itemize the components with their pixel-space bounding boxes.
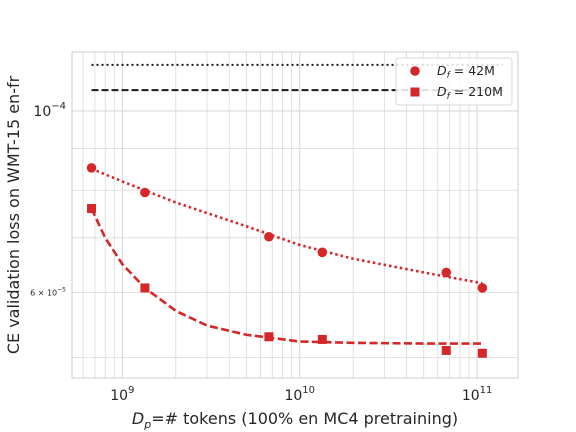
x-tick-label: 109 bbox=[110, 385, 134, 404]
plot-frame bbox=[71, 51, 519, 379]
data-point-210m bbox=[477, 348, 487, 358]
y-tick-label: 6 × 10−5 bbox=[30, 287, 66, 298]
y-tick-label: 10−4 bbox=[33, 101, 66, 120]
data-point-42m bbox=[86, 163, 97, 173]
data-point-210m bbox=[140, 283, 150, 293]
legend-label-42m: Df = 42M bbox=[437, 63, 495, 81]
data-point-42m bbox=[264, 231, 274, 242]
legend-box bbox=[395, 57, 513, 106]
data-point-210m bbox=[87, 204, 97, 214]
grid bbox=[72, 52, 518, 378]
x-tick-label: 1011 bbox=[462, 385, 493, 404]
data-point-210m bbox=[264, 332, 274, 342]
legend-label-210m: Df = 210M bbox=[437, 84, 503, 102]
y-tick-labels: 10−4 6 × 10−5 bbox=[30, 101, 66, 298]
legend-marker-square bbox=[410, 87, 420, 97]
x-tick-labels: 109 1010 1011 bbox=[110, 385, 492, 404]
fit-curve-210m bbox=[90, 207, 483, 345]
data-point-42m bbox=[477, 283, 488, 293]
data-point-42m bbox=[317, 247, 328, 258]
y-axis-label: CE validation loss on WMT-15 en-fr bbox=[4, 75, 23, 354]
x-axis-label: Dp=# tokens (100% en MC4 pretraining) bbox=[132, 409, 458, 431]
data-point-210m bbox=[441, 345, 451, 355]
legend-marker-circle bbox=[410, 66, 420, 76]
plot-background bbox=[72, 52, 518, 378]
data-point-42m bbox=[441, 267, 452, 278]
data-point-42m bbox=[140, 187, 150, 198]
data-point-210m bbox=[317, 334, 327, 344]
x-tick-label: 1010 bbox=[284, 385, 315, 404]
legend: Df = 42M Df = 210M bbox=[395, 57, 513, 106]
data-points bbox=[86, 163, 488, 358]
